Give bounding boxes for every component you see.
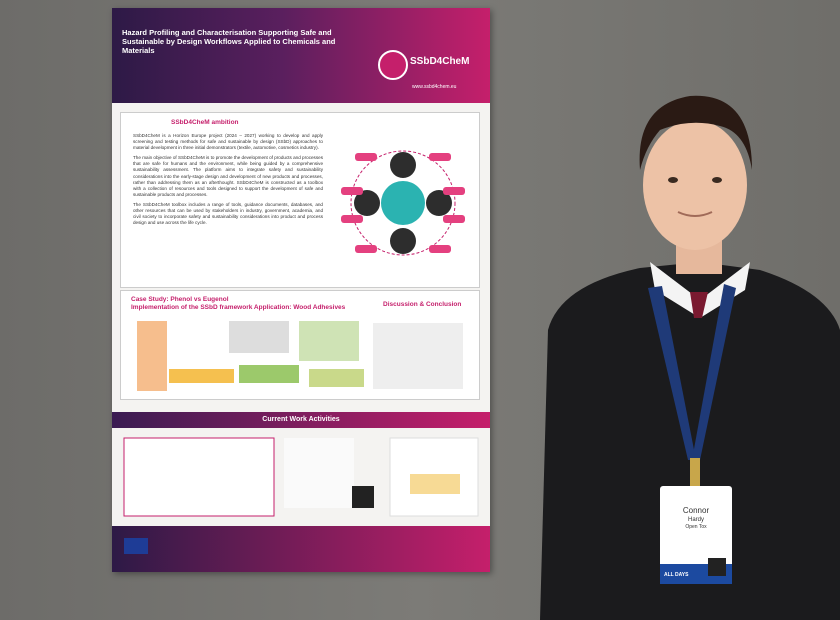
- paragraph: SSbD4CheM is a Horizon Europe project (2…: [133, 133, 323, 151]
- paragraph: The SSbD4CheM toolbox includes a range o…: [133, 201, 323, 226]
- badge-organization: Open Tox: [685, 524, 707, 530]
- case-study-figures: [137, 321, 463, 391]
- badge-last-name: Hardy: [687, 517, 704, 523]
- poster-banner: [112, 8, 490, 103]
- case-study-subheading: Implementation of the SSbD framework App…: [131, 304, 346, 311]
- case-study-heading: Case Study: Phenol vs Eugenol: [131, 296, 229, 303]
- ambition-heading: SSbD4CheM ambition: [171, 119, 239, 126]
- paragraph: The main objective of SSbD4CheM is to pr…: [133, 155, 323, 197]
- case-study-panel: Case Study: Phenol vs Eugenol Implementa…: [120, 290, 480, 400]
- eu-flag: [124, 538, 148, 554]
- current-work-figures: [123, 437, 479, 517]
- ambition-panel: SSbD4CheM ambition SSbD4CheM is a Horizo…: [120, 112, 480, 288]
- framework-diagram: [341, 150, 465, 256]
- website: www.ssbd4chem.eu: [412, 84, 457, 90]
- poster-title: Hazard Profiling and Characterisation Su…: [122, 28, 336, 55]
- badge-qr: [708, 558, 726, 576]
- discussion-heading: Discussion & Conclusion: [383, 301, 462, 308]
- poster: Hazard Profiling and Characterisation Su…: [112, 8, 490, 572]
- name-badge: Connor Hardy Open Tox ALL DAYS: [660, 486, 732, 584]
- current-work-heading: Current Work Activities: [112, 412, 490, 428]
- badge-days: ALL DAYS: [664, 572, 689, 578]
- logo-icon: [378, 50, 408, 80]
- logo-text: SSbD4CheM: [410, 56, 470, 67]
- ambition-text: SSbD4CheM is a Horizon Europe project (2…: [133, 133, 323, 230]
- poster-footer: [112, 526, 490, 572]
- badge-first-name: Connor: [682, 506, 710, 515]
